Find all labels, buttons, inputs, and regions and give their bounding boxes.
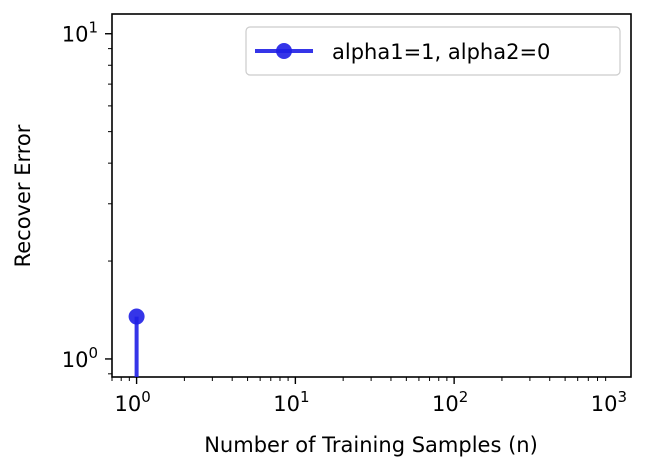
y-tick-label: 100 [62, 344, 98, 372]
x-tick-label: 103 [591, 388, 627, 416]
y-axis-label: Recover Error [11, 124, 35, 267]
legend-marker-swatch [276, 43, 292, 59]
series-0 [128, 308, 145, 377]
data-layer [128, 308, 145, 377]
y-axis-ticks: 100 101 [62, 19, 112, 375]
data-point [128, 308, 145, 325]
legend-box [245, 26, 621, 76]
x-tick-label: 100 [114, 388, 150, 416]
legend-entry-label: alpha1=1, alpha2=0 [332, 40, 550, 64]
x-tick-label: 101 [273, 388, 309, 416]
x-axis-label: Number of Training Samples (n) [204, 433, 538, 457]
x-tick-label: 102 [432, 388, 468, 416]
x-axis-ticks: 100 101 102 103 [111, 377, 627, 416]
legend: alpha1=1, alpha2=0 [245, 26, 621, 76]
y-tick-label: 101 [62, 19, 98, 47]
